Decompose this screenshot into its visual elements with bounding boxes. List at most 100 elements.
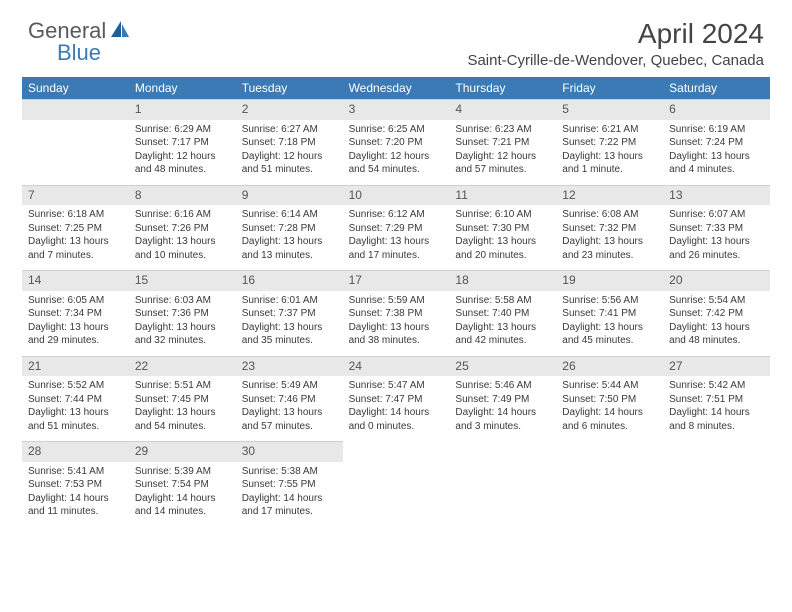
daylight-line: Daylight: 13 hours and 7 minutes. <box>28 235 123 262</box>
day-info: Sunrise: 6:08 AMSunset: 7:32 PMDaylight:… <box>556 205 663 270</box>
day-number: 26 <box>556 356 663 377</box>
sunset-line: Sunset: 7:42 PM <box>669 307 764 321</box>
daylight-line: Daylight: 12 hours and 57 minutes. <box>455 150 550 177</box>
sunrise-line: Sunrise: 5:46 AM <box>455 379 550 393</box>
day-cell: 6 Sunrise: 6:19 AMSunset: 7:24 PMDaylight… <box>663 99 770 185</box>
day-info: Sunrise: 5:58 AMSunset: 7:40 PMDaylight:… <box>449 291 556 356</box>
sunset-line: Sunset: 7:45 PM <box>135 393 230 407</box>
sunset-line: Sunset: 7:24 PM <box>669 136 764 150</box>
day-number: 11 <box>449 185 556 206</box>
title-block: April 2024 Saint-Cyrille-de-Wendover, Qu… <box>467 18 764 69</box>
sunrise-line: Sunrise: 6:14 AM <box>242 208 337 222</box>
daylight-line: Daylight: 14 hours and 0 minutes. <box>349 406 444 433</box>
day-cell: 22Sunrise: 5:51 AMSunset: 7:45 PMDayligh… <box>129 356 236 442</box>
day-number: 16 <box>236 270 343 291</box>
day-cell: 7Sunrise: 6:18 AMSunset: 7:25 PMDaylight… <box>22 185 129 271</box>
day-info: Sunrise: 5:46 AMSunset: 7:49 PMDaylight:… <box>449 376 556 441</box>
day-number: 2 <box>236 99 343 120</box>
day-cell: 10Sunrise: 6:12 AMSunset: 7:29 PMDayligh… <box>343 185 450 271</box>
day-info: Sunrise: 5:42 AMSunset: 7:51 PMDaylight:… <box>663 376 770 441</box>
daylight-line: Daylight: 13 hours and 54 minutes. <box>135 406 230 433</box>
week-row: 21Sunrise: 5:52 AMSunset: 7:44 PMDayligh… <box>22 356 770 442</box>
header: General April 2024 Saint-Cyrille-de-Wend… <box>0 0 792 75</box>
day-info: Sunrise: 5:51 AMSunset: 7:45 PMDaylight:… <box>129 376 236 441</box>
day-info: Sunrise: 6:12 AMSunset: 7:29 PMDaylight:… <box>343 205 450 270</box>
day-header-cell: Friday <box>556 77 663 99</box>
day-cell: 29Sunrise: 5:39 AMSunset: 7:54 PMDayligh… <box>129 441 236 527</box>
sunset-line: Sunset: 7:51 PM <box>669 393 764 407</box>
week-row: 28Sunrise: 5:41 AMSunset: 7:53 PMDayligh… <box>22 441 770 527</box>
day-number: 10 <box>343 185 450 206</box>
sunrise-line: Sunrise: 5:52 AM <box>28 379 123 393</box>
day-info: Sunrise: 6:05 AMSunset: 7:34 PMDaylight:… <box>22 291 129 356</box>
sunset-line: Sunset: 7:32 PM <box>562 222 657 236</box>
day-cell <box>22 99 129 185</box>
daylight-line: Daylight: 13 hours and 1 minute. <box>562 150 657 177</box>
day-number: 28 <box>22 441 129 462</box>
location-text: Saint-Cyrille-de-Wendover, Quebec, Canad… <box>467 52 764 69</box>
daylight-line: Daylight: 13 hours and 17 minutes. <box>349 235 444 262</box>
sunset-line: Sunset: 7:53 PM <box>28 478 123 492</box>
month-title: April 2024 <box>467 18 764 50</box>
sunset-line: Sunset: 7:36 PM <box>135 307 230 321</box>
day-cell: 15Sunrise: 6:03 AMSunset: 7:36 PMDayligh… <box>129 270 236 356</box>
day-info: Sunrise: 6:14 AMSunset: 7:28 PMDaylight:… <box>236 205 343 270</box>
day-info: Sunrise: 6:07 AMSunset: 7:33 PMDaylight:… <box>663 205 770 270</box>
sunrise-line: Sunrise: 6:21 AM <box>562 123 657 137</box>
daylight-line: Daylight: 13 hours and 38 minutes. <box>349 321 444 348</box>
day-number: 23 <box>236 356 343 377</box>
day-info: Sunrise: 5:47 AMSunset: 7:47 PMDaylight:… <box>343 376 450 441</box>
day-cell: 2Sunrise: 6:27 AMSunset: 7:18 PMDaylight… <box>236 99 343 185</box>
day-number: 6 <box>663 99 770 120</box>
day-info: Sunrise: 5:49 AMSunset: 7:46 PMDaylight:… <box>236 376 343 441</box>
sunset-line: Sunset: 7:38 PM <box>349 307 444 321</box>
sunrise-line: Sunrise: 6:25 AM <box>349 123 444 137</box>
week-row: 7Sunrise: 6:18 AMSunset: 7:25 PMDaylight… <box>22 185 770 271</box>
day-number: 22 <box>129 356 236 377</box>
day-cell <box>663 441 770 527</box>
day-number <box>22 99 129 120</box>
day-info: Sunrise: 6:03 AMSunset: 7:36 PMDaylight:… <box>129 291 236 356</box>
day-cell: 5Sunrise: 6:21 AMSunset: 7:22 PMDaylight… <box>556 99 663 185</box>
daylight-line: Daylight: 13 hours and 45 minutes. <box>562 321 657 348</box>
day-info: Sunrise: 5:39 AMSunset: 7:54 PMDaylight:… <box>129 462 236 527</box>
sunset-line: Sunset: 7:44 PM <box>28 393 123 407</box>
sunset-line: Sunset: 7:46 PM <box>242 393 337 407</box>
daylight-line: Daylight: 13 hours and 57 minutes. <box>242 406 337 433</box>
day-info: Sunrise: 5:52 AMSunset: 7:44 PMDaylight:… <box>22 376 129 441</box>
day-info: Sunrise: 6:29 AMSunset: 7:17 PMDaylight:… <box>129 120 236 185</box>
daylight-line: Daylight: 13 hours and 48 minutes. <box>669 321 764 348</box>
sunset-line: Sunset: 7:54 PM <box>135 478 230 492</box>
daylight-line: Daylight: 13 hours and 51 minutes. <box>28 406 123 433</box>
sunset-line: Sunset: 7:26 PM <box>135 222 230 236</box>
sunset-line: Sunset: 7:22 PM <box>562 136 657 150</box>
daylight-line: Daylight: 14 hours and 6 minutes. <box>562 406 657 433</box>
sunrise-line: Sunrise: 5:44 AM <box>562 379 657 393</box>
daylight-line: Daylight: 13 hours and 4 minutes. <box>669 150 764 177</box>
day-cell: 30Sunrise: 5:38 AMSunset: 7:55 PMDayligh… <box>236 441 343 527</box>
day-number: 27 <box>663 356 770 377</box>
sunrise-line: Sunrise: 6:01 AM <box>242 294 337 308</box>
sunset-line: Sunset: 7:29 PM <box>349 222 444 236</box>
calendar: SundayMondayTuesdayWednesdayThursdayFrid… <box>0 77 792 527</box>
day-number: 3 <box>343 99 450 120</box>
day-cell: 16Sunrise: 6:01 AMSunset: 7:37 PMDayligh… <box>236 270 343 356</box>
day-number: 17 <box>343 270 450 291</box>
day-cell: 9Sunrise: 6:14 AMSunset: 7:28 PMDaylight… <box>236 185 343 271</box>
sunset-line: Sunset: 7:47 PM <box>349 393 444 407</box>
daylight-line: Daylight: 14 hours and 17 minutes. <box>242 492 337 519</box>
sunset-line: Sunset: 7:40 PM <box>455 307 550 321</box>
daylight-line: Daylight: 14 hours and 8 minutes. <box>669 406 764 433</box>
day-number: 19 <box>556 270 663 291</box>
sunset-line: Sunset: 7:50 PM <box>562 393 657 407</box>
day-number: 7 <box>22 185 129 206</box>
day-info: Sunrise: 5:54 AMSunset: 7:42 PMDaylight:… <box>663 291 770 356</box>
sunrise-line: Sunrise: 6:29 AM <box>135 123 230 137</box>
day-cell: 18Sunrise: 5:58 AMSunset: 7:40 PMDayligh… <box>449 270 556 356</box>
day-cell: 25Sunrise: 5:46 AMSunset: 7:49 PMDayligh… <box>449 356 556 442</box>
sunset-line: Sunset: 7:33 PM <box>669 222 764 236</box>
sunrise-line: Sunrise: 5:54 AM <box>669 294 764 308</box>
daylight-line: Daylight: 13 hours and 13 minutes. <box>242 235 337 262</box>
sunset-line: Sunset: 7:21 PM <box>455 136 550 150</box>
sunrise-line: Sunrise: 6:19 AM <box>669 123 764 137</box>
